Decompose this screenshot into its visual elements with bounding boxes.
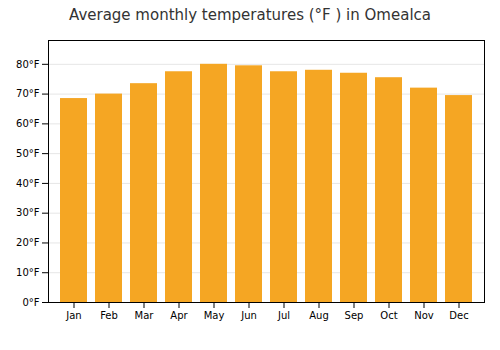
- svg-text:20°F: 20°F: [16, 237, 40, 248]
- svg-text:40°F: 40°F: [16, 178, 40, 189]
- svg-text:Mar: Mar: [135, 310, 155, 321]
- svg-text:Jan: Jan: [65, 310, 81, 321]
- svg-text:50°F: 50°F: [16, 148, 40, 159]
- svg-text:May: May: [204, 310, 225, 321]
- svg-text:Jul: Jul: [277, 310, 290, 321]
- svg-text:10°F: 10°F: [16, 267, 40, 278]
- svg-text:Aug: Aug: [309, 310, 329, 321]
- svg-text:Sep: Sep: [345, 310, 364, 321]
- svg-text:Nov: Nov: [414, 310, 434, 321]
- svg-text:30°F: 30°F: [16, 207, 40, 218]
- svg-text:80°F: 80°F: [16, 59, 40, 70]
- svg-text:Dec: Dec: [449, 310, 468, 321]
- svg-text:Oct: Oct: [380, 310, 397, 321]
- svg-text:Feb: Feb: [100, 310, 118, 321]
- svg-text:60°F: 60°F: [16, 118, 40, 129]
- svg-text:0°F: 0°F: [22, 297, 39, 308]
- svg-text:Jun: Jun: [240, 310, 257, 321]
- svg-text:Apr: Apr: [170, 310, 188, 321]
- html-text:Average monthly temperatures (: Average monthly temperatures (°F ) in Om…: [69, 6, 431, 24]
- svg-text:70°F: 70°F: [16, 88, 40, 99]
